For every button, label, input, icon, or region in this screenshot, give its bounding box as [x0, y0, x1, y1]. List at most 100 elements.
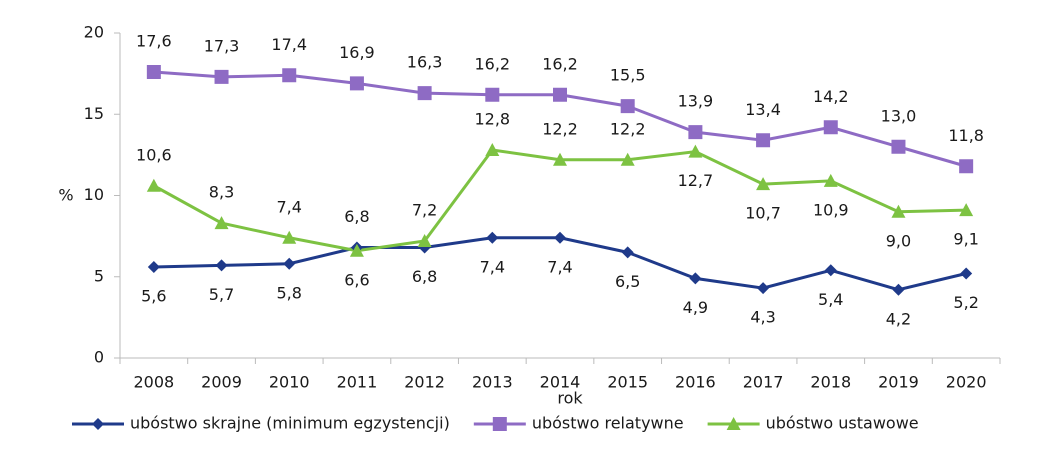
x-tick-label: 2016	[675, 373, 716, 392]
x-tick-label: 2020	[946, 373, 987, 392]
data-point	[215, 259, 228, 272]
data-label: 4,9	[683, 298, 708, 317]
data-point	[349, 243, 364, 257]
y-axis-label: %	[58, 186, 73, 205]
data-point	[417, 234, 432, 247]
data-point	[282, 68, 297, 83]
data-point	[146, 65, 161, 79]
data-point	[147, 261, 160, 273]
data-point	[959, 203, 974, 217]
x-tick-label: 2015	[607, 373, 648, 392]
data-label: 15,5	[610, 66, 646, 85]
data-label: 12,2	[610, 119, 646, 138]
data-point	[283, 257, 296, 270]
data-label: 7,4	[547, 257, 572, 276]
data-label: 17,4	[271, 35, 307, 54]
y-tick-label: 15	[84, 104, 104, 123]
data-point	[688, 125, 703, 140]
data-point	[620, 99, 635, 114]
data-label: 6,8	[344, 207, 369, 226]
data-label: 10,7	[745, 204, 781, 223]
data-label: 10,9	[813, 200, 849, 219]
data-point	[485, 87, 500, 102]
data-label: 7,4	[277, 197, 302, 216]
data-label: 12,8	[474, 110, 510, 129]
x-tick-label: 2014	[540, 373, 581, 392]
data-point	[891, 204, 906, 218]
data-point	[688, 144, 703, 158]
x-tick-label: 2010	[269, 373, 310, 392]
data-label: 5,6	[141, 287, 166, 306]
data-label: 6,8	[412, 267, 437, 286]
data-point	[485, 143, 500, 156]
data-label: 12,2	[542, 119, 578, 138]
data-label: 16,9	[339, 43, 375, 62]
data-point	[282, 230, 297, 244]
x-tick-label: 2012	[404, 373, 445, 392]
x-axis-label: rok	[557, 389, 583, 408]
data-point	[756, 133, 771, 148]
legend-label: ubóstwo relatywne	[532, 414, 684, 433]
x-tick-label: 2017	[743, 373, 784, 392]
data-label: 17,6	[136, 32, 172, 51]
data-point	[349, 76, 364, 91]
data-point	[823, 120, 838, 135]
data-point	[620, 152, 635, 166]
x-tick-label: 2013	[472, 373, 513, 392]
data-label: 6,5	[615, 272, 640, 291]
data-point	[621, 246, 634, 259]
data-point	[214, 216, 229, 230]
data-label: 12,7	[678, 171, 714, 190]
data-point	[960, 267, 973, 280]
y-tick-label: 5	[94, 266, 104, 285]
data-point	[891, 139, 906, 154]
data-label: 7,2	[412, 201, 437, 220]
data-label: 13,0	[881, 106, 917, 125]
data-label: 13,9	[678, 92, 714, 111]
data-label: 16,3	[407, 53, 443, 72]
data-point	[892, 283, 905, 296]
data-point	[554, 231, 566, 244]
x-tick-label: 2008	[133, 373, 174, 392]
y-tick-label: 20	[84, 23, 104, 42]
data-label: 16,2	[542, 54, 578, 73]
legend-label: ubóstwo skrajne (minimum egzystencji)	[130, 414, 450, 433]
data-label: 4,3	[750, 308, 775, 327]
data-label: 10,6	[136, 145, 172, 164]
legend-marker	[92, 418, 104, 430]
data-label: 14,2	[813, 87, 849, 106]
data-point	[486, 231, 499, 244]
y-tick-label: 10	[84, 185, 104, 204]
data-point	[553, 152, 567, 166]
x-tick-label: 2009	[201, 373, 242, 392]
data-label: 5,4	[818, 290, 843, 309]
data-label: 5,2	[953, 293, 978, 312]
legend-label: ubóstwo ustawowe	[766, 414, 919, 433]
x-tick-label: 2011	[337, 373, 378, 392]
data-label: 9,0	[886, 231, 911, 250]
data-point	[823, 173, 838, 187]
data-label: 17,3	[204, 36, 240, 55]
data-point	[959, 159, 974, 174]
x-tick-label: 2019	[878, 373, 919, 392]
x-tick-label: 2018	[810, 373, 851, 392]
data-label: 5,8	[277, 283, 302, 302]
legend-marker	[726, 417, 741, 430]
data-point	[689, 272, 702, 285]
data-point	[757, 282, 770, 295]
data-point	[756, 177, 771, 191]
data-label: 13,4	[745, 100, 781, 119]
data-label: 7,4	[480, 257, 505, 276]
data-point	[214, 69, 229, 84]
data-label: 5,7	[209, 285, 234, 304]
data-label: 6,6	[344, 270, 369, 289]
data-label: 9,1	[953, 230, 978, 249]
data-point	[146, 178, 161, 192]
data-label: 4,2	[886, 309, 911, 328]
y-tick-label: 0	[94, 348, 104, 367]
data-point	[824, 264, 837, 277]
data-point	[553, 87, 567, 102]
data-label: 16,2	[474, 54, 510, 73]
data-label: 8,3	[209, 183, 234, 202]
